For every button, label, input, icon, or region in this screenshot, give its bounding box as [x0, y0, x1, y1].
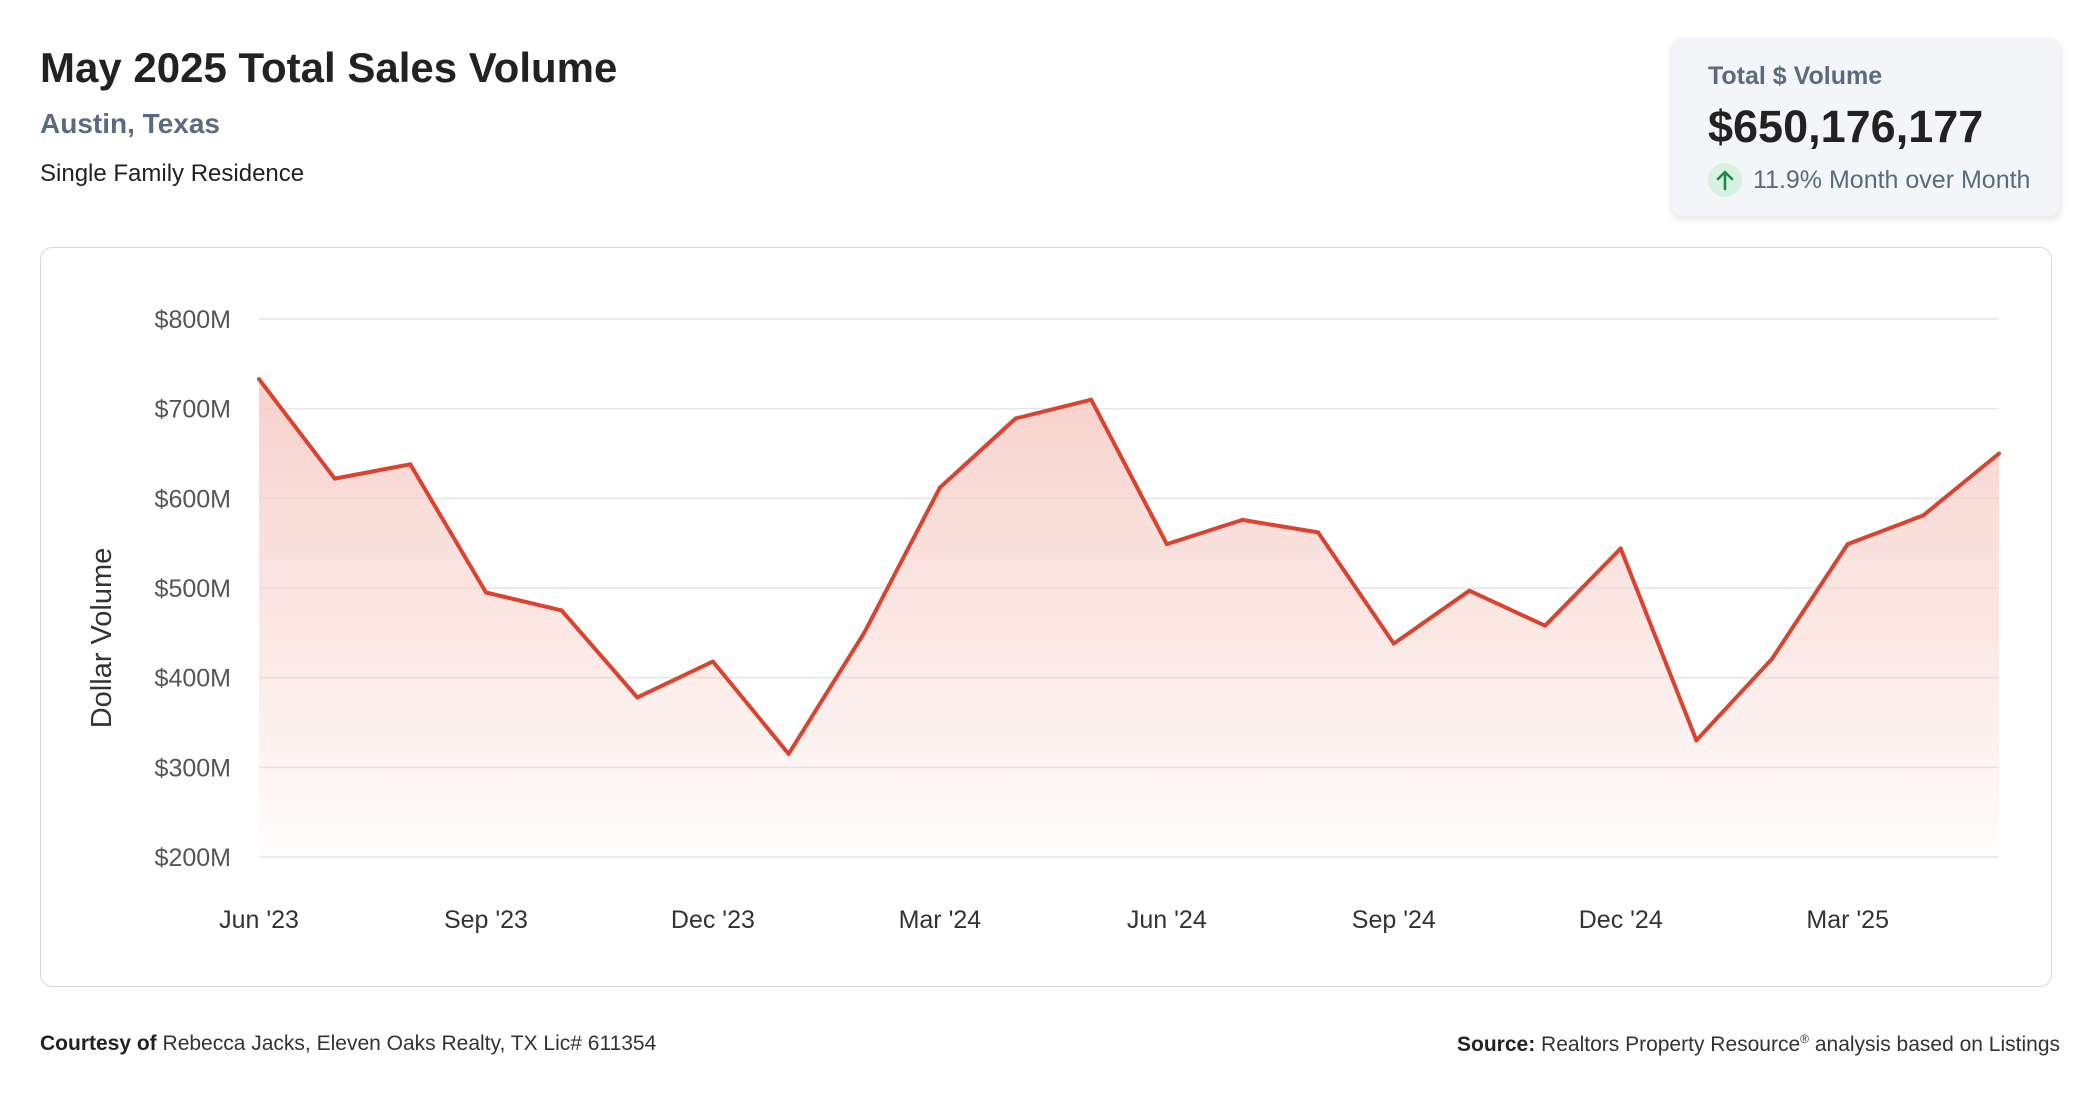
data-point: [1694, 738, 1699, 743]
arrow-up-glyph: [1716, 170, 1734, 191]
data-point: [1997, 451, 2001, 456]
data-points: [257, 377, 2001, 756]
property-type-label: Single Family Residence: [40, 160, 305, 187]
y-tick-label: $700M: [155, 396, 231, 424]
data-point: [408, 462, 413, 467]
registered-mark: ®: [1800, 1032, 1809, 1046]
arrow-up-icon: [1708, 163, 1742, 197]
x-tick-label: Sep '23: [444, 906, 528, 934]
courtesy-footer: Courtesy of Rebecca Jacks, Eleven Oaks R…: [40, 1032, 656, 1056]
x-tick-label: Mar '25: [1806, 906, 1889, 934]
kpi-label: Total $ Volume: [1708, 62, 1883, 90]
data-point: [483, 590, 488, 595]
data-point: [1089, 397, 1094, 402]
x-tick-label: Dec '24: [1579, 906, 1663, 934]
volume-area: [259, 379, 1999, 857]
data-point: [1543, 623, 1548, 628]
x-axis-ticks: Jun '23 Sep '23 Dec '23 Mar '24 Jun '24 Sep '…: [219, 906, 1889, 934]
data-point: [257, 377, 261, 382]
kpi-change-row: 11.9% Month over Month: [1708, 163, 2060, 197]
source-label: Source:: [1457, 1033, 1536, 1056]
y-axis-ticks: $200M $300M $400M $500M $600M $700M $800M: [155, 306, 231, 872]
location-subtitle: Austin, Texas: [40, 108, 220, 139]
data-point: [1013, 416, 1018, 421]
data-point: [862, 630, 867, 635]
page-title: May 2025 Total Sales Volume: [40, 44, 618, 91]
data-point: [332, 476, 337, 481]
data-point: [559, 608, 564, 613]
data-point: [1618, 546, 1623, 551]
data-point: [937, 485, 942, 490]
data-point: [1921, 513, 1926, 518]
x-tick-label: Jun '24: [1127, 906, 1207, 934]
total-volume-card: Total $ Volume $650,176,177 11.9% Month …: [1672, 38, 2060, 216]
source-footer: Source: Realtors Property Resource® anal…: [1457, 1032, 2060, 1057]
y-tick-label: $200M: [155, 844, 231, 872]
y-tick-label: $600M: [155, 485, 231, 513]
data-point: [1164, 542, 1169, 547]
x-tick-label: Jun '23: [219, 906, 299, 934]
y-tick-label: $800M: [155, 306, 231, 334]
sales-volume-chart: $200M $300M $400M $500M $600M $700M $800M Jun …: [86, 306, 2001, 934]
kpi-change-text: 11.9% Month over Month: [1753, 165, 2031, 194]
y-tick-label: $500M: [155, 575, 231, 603]
data-point: [786, 751, 791, 756]
data-point: [1391, 641, 1396, 646]
data-point: [1467, 588, 1472, 593]
chart-panel: $200M $300M $400M $500M $600M $700M $800M Jun …: [40, 247, 2052, 987]
x-tick-label: Dec '23: [671, 906, 755, 934]
x-tick-label: Sep '24: [1352, 906, 1436, 934]
data-point: [1316, 530, 1321, 535]
data-point: [1240, 517, 1245, 522]
x-tick-label: Mar '24: [899, 906, 982, 934]
volume-line: [257, 377, 2001, 756]
data-point: [1845, 542, 1850, 547]
kpi-value: $650,176,177: [1708, 101, 1984, 152]
source-text: analysis based on Listings: [1814, 1033, 2060, 1056]
courtesy-text: Rebecca Jacks, Eleven Oaks Realty, TX Li…: [162, 1032, 657, 1055]
data-point: [635, 695, 640, 700]
y-tick-label: $300M: [155, 754, 231, 782]
y-axis-label: Dollar Volume: [86, 548, 118, 729]
courtesy-label: Courtesy of: [40, 1032, 157, 1055]
data-point: [1770, 656, 1775, 661]
y-tick-label: $400M: [155, 665, 231, 693]
data-point: [710, 659, 715, 664]
source-name: Realtors Property Resource: [1541, 1033, 1801, 1056]
